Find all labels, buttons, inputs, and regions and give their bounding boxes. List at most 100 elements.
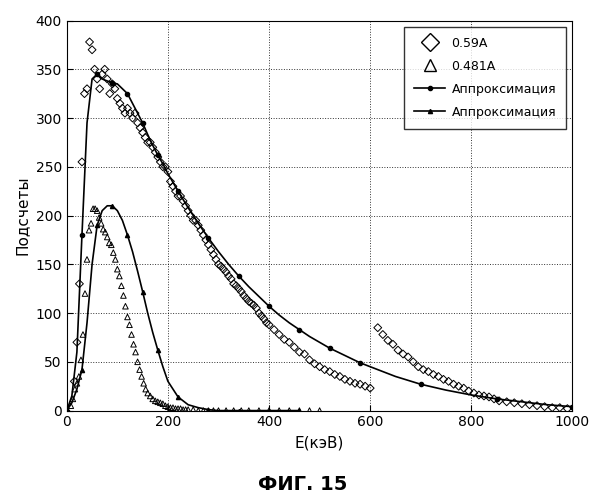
- Point: [378, 330, 388, 338]
- Point: [85, 38, 94, 46]
- Point: [155, 399, 165, 407]
- Point: [428, 370, 438, 378]
- Point: [383, 336, 393, 344]
- Point: [178, 406, 188, 413]
- Point: [102, 75, 112, 83]
- Point: [289, 343, 299, 351]
- Point: [74, 372, 83, 380]
- Point: [469, 389, 479, 397]
- Point: [259, 315, 269, 323]
- Point: [87, 220, 96, 228]
- Point: [99, 225, 108, 233]
- Point: [175, 192, 185, 200]
- Point: [234, 284, 244, 292]
- Point: [262, 319, 272, 327]
- Point: [464, 387, 474, 395]
- Point: [178, 197, 188, 205]
- Point: [274, 406, 284, 414]
- Point: [345, 378, 355, 386]
- Point: [132, 119, 142, 127]
- Point: [509, 399, 519, 407]
- Point: [474, 391, 484, 399]
- Point: [280, 336, 289, 344]
- Point: [424, 368, 433, 376]
- Point: [214, 406, 223, 414]
- Point: [244, 406, 253, 414]
- Point: [221, 268, 231, 276]
- Point: [166, 404, 175, 411]
- Point: [120, 109, 130, 117]
- Point: [269, 326, 279, 334]
- Y-axis label: Подсчеты: Подсчеты: [15, 176, 30, 256]
- Point: [209, 250, 218, 258]
- Text: ФИГ. 15: ФИГ. 15: [258, 475, 347, 494]
- Point: [365, 384, 375, 392]
- Point: [93, 75, 102, 83]
- Point: [305, 406, 315, 414]
- Point: [78, 330, 88, 338]
- Point: [340, 376, 350, 384]
- Point: [166, 178, 175, 186]
- Point: [252, 304, 261, 312]
- Point: [181, 406, 191, 413]
- Point: [249, 302, 259, 310]
- Point: [194, 406, 203, 414]
- Point: [449, 380, 459, 388]
- Point: [198, 406, 208, 414]
- Point: [563, 404, 572, 412]
- Point: [284, 338, 294, 346]
- Point: [74, 280, 84, 288]
- Point: [128, 114, 137, 122]
- Point: [194, 222, 203, 230]
- Point: [494, 397, 504, 405]
- Point: [540, 402, 549, 410]
- Point: [168, 404, 178, 411]
- Point: [123, 313, 132, 321]
- Point: [96, 220, 106, 228]
- Point: [201, 236, 211, 244]
- Point: [548, 404, 557, 411]
- Point: [183, 206, 193, 214]
- Point: [315, 362, 324, 370]
- Point: [459, 384, 468, 392]
- Point: [90, 204, 100, 212]
- Point: [114, 272, 124, 280]
- Point: [173, 192, 183, 200]
- Point: [80, 290, 90, 298]
- Point: [160, 402, 170, 409]
- Point: [183, 406, 193, 413]
- Legend: 0.59A, 0.481A, Аппроксимация, Аппроксимация: 0.59A, 0.481A, Аппроксимация, Аппроксима…: [404, 26, 566, 128]
- Point: [143, 138, 152, 146]
- Point: [94, 214, 104, 222]
- Point: [95, 85, 105, 93]
- Point: [241, 294, 251, 302]
- Point: [203, 406, 213, 414]
- Point: [145, 392, 155, 400]
- Point: [191, 216, 201, 224]
- Point: [525, 400, 534, 408]
- Point: [82, 85, 92, 93]
- Point: [171, 404, 180, 412]
- Point: [188, 406, 198, 413]
- Point: [555, 404, 564, 411]
- Point: [151, 397, 160, 405]
- Point: [171, 187, 180, 195]
- Point: [264, 406, 274, 414]
- Point: [295, 406, 304, 414]
- Point: [155, 158, 165, 166]
- Point: [100, 66, 110, 74]
- Point: [398, 350, 408, 358]
- Point: [148, 144, 157, 152]
- Point: [226, 275, 236, 283]
- Point: [196, 226, 206, 234]
- Point: [76, 356, 86, 364]
- Point: [82, 256, 92, 264]
- Point: [77, 158, 87, 166]
- Point: [120, 302, 130, 310]
- Point: [284, 406, 294, 414]
- Point: [315, 406, 324, 414]
- Point: [229, 406, 238, 414]
- Point: [237, 406, 246, 414]
- Point: [108, 248, 118, 256]
- Point: [66, 402, 76, 409]
